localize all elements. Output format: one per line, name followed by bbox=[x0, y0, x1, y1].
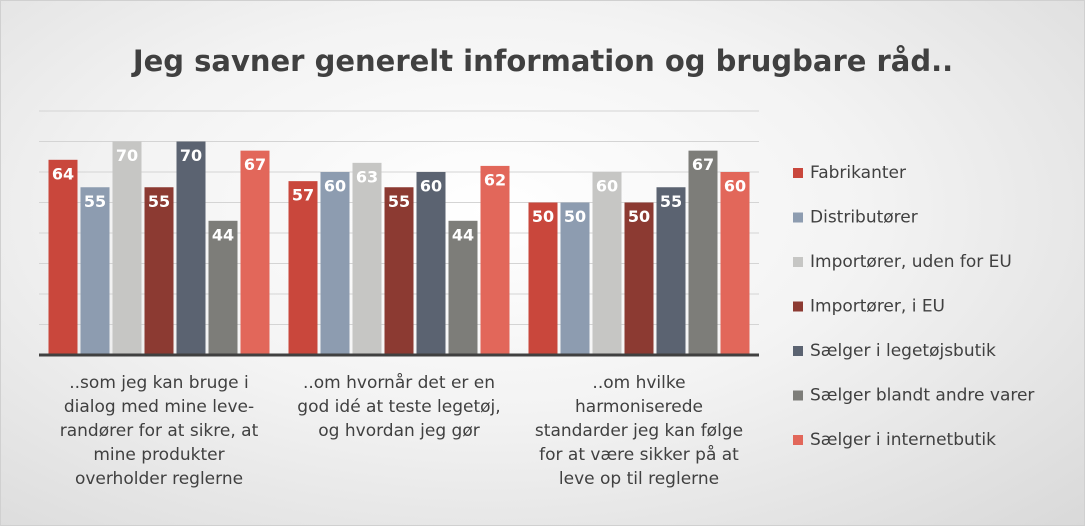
bar bbox=[624, 202, 654, 355]
data-label: 60 bbox=[596, 177, 618, 196]
bar bbox=[592, 172, 622, 355]
legend-swatch bbox=[793, 435, 803, 445]
bar bbox=[384, 187, 414, 355]
data-label: 44 bbox=[452, 225, 474, 244]
data-label: 60 bbox=[724, 177, 746, 196]
bar bbox=[208, 220, 238, 355]
legend-label: Fabrikanter bbox=[810, 163, 906, 183]
data-label: 64 bbox=[52, 164, 74, 183]
bar bbox=[320, 172, 350, 355]
data-label: 50 bbox=[628, 207, 650, 226]
data-label: 50 bbox=[564, 207, 586, 226]
data-label: 62 bbox=[484, 170, 506, 189]
data-label: 60 bbox=[420, 177, 442, 196]
data-label: 55 bbox=[84, 192, 106, 211]
x-tick-label: ..om hvornår det er en god idé at teste … bbox=[297, 373, 501, 441]
chart-title: Jeg savner generelt information og brugb… bbox=[131, 44, 953, 78]
data-label: 44 bbox=[212, 225, 234, 244]
legend-swatch bbox=[793, 212, 803, 223]
bar bbox=[144, 187, 174, 355]
bar bbox=[288, 181, 318, 355]
bar bbox=[112, 141, 142, 355]
legend-swatch bbox=[793, 390, 803, 401]
bar bbox=[656, 187, 686, 355]
bar bbox=[480, 165, 510, 355]
data-label: 55 bbox=[148, 192, 170, 211]
bar bbox=[80, 187, 110, 355]
bar bbox=[688, 150, 718, 355]
bar bbox=[448, 220, 478, 355]
data-label: 63 bbox=[356, 167, 378, 186]
data-label: 60 bbox=[324, 177, 346, 196]
bar bbox=[720, 172, 750, 355]
data-label: 57 bbox=[292, 186, 314, 205]
bar bbox=[416, 172, 446, 355]
bar bbox=[176, 141, 206, 355]
data-label: 55 bbox=[388, 192, 410, 211]
legend-swatch bbox=[793, 168, 803, 178]
legend-swatch bbox=[793, 346, 803, 356]
legend-label: Sælger i legetøjsbutik bbox=[810, 341, 996, 361]
data-label: 50 bbox=[532, 207, 554, 226]
bar bbox=[48, 159, 78, 355]
legend-swatch bbox=[793, 257, 803, 267]
legend-label: Sælger blandt andre varer bbox=[810, 386, 1034, 406]
bar bbox=[528, 202, 558, 355]
legend-label: Sælger i internetbutik bbox=[810, 430, 996, 450]
legend-label: Importører, uden for EU bbox=[810, 252, 1012, 272]
data-label: 70 bbox=[116, 146, 138, 165]
legend-label: Distributører bbox=[810, 208, 918, 228]
data-label: 67 bbox=[244, 155, 266, 174]
data-label: 55 bbox=[660, 192, 682, 211]
bar bbox=[352, 162, 382, 355]
bar bbox=[240, 150, 270, 355]
data-label: 67 bbox=[692, 155, 714, 174]
bar bbox=[560, 202, 590, 355]
data-label: 70 bbox=[180, 146, 202, 165]
x-tick-label: ..om hvilke harmoniserede standarder jeg… bbox=[534, 373, 744, 489]
x-tick-label: ..som jeg kan bruge i dialog med mine le… bbox=[59, 373, 259, 489]
legend-swatch bbox=[793, 301, 803, 312]
legend-label: Importører, i EU bbox=[810, 297, 945, 317]
